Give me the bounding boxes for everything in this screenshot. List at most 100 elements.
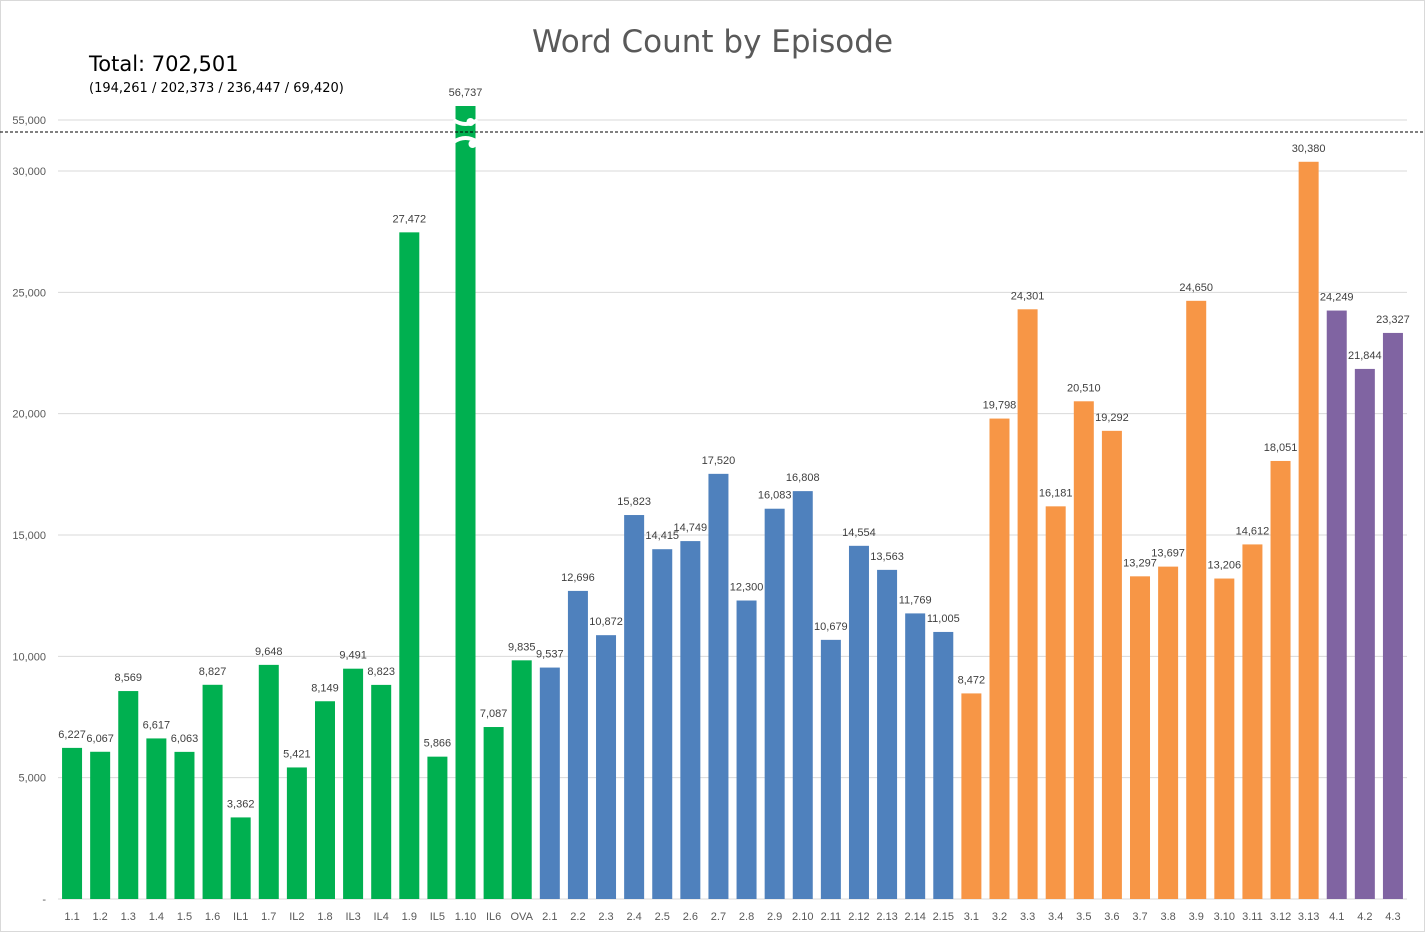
bar-1.7 [258,664,279,899]
axis-break-mark [452,118,479,126]
y-tick-label: 15,000 [12,530,46,542]
bar-1.6 [202,684,223,899]
bar-2.6 [680,541,701,899]
x-tick-label: 1.10 [455,911,476,923]
axis-break-dot [468,140,477,148]
data-label: 13,206 [1207,560,1241,572]
data-label: 11,005 [927,613,960,625]
x-tick-label: 2.3 [598,911,613,923]
axis-break-dot [466,118,475,126]
data-label: 18,051 [1264,442,1298,454]
x-tick-label: 2.7 [711,911,726,923]
x-tick-label: 1.6 [205,911,220,923]
chart-title: Word Count by Episode [531,24,894,60]
x-tick-label: IL2 [289,911,304,923]
bar-IL2 [286,767,307,899]
data-label: 24,650 [1179,282,1213,294]
x-tick-label: 3.5 [1076,911,1091,923]
data-label: 19,292 [1095,412,1129,424]
x-tick-label: IL6 [486,911,501,923]
data-label: 14,749 [674,522,708,534]
data-label: 17,520 [702,455,736,467]
bar-2.13 [877,569,898,899]
data-label: 15,823 [617,496,651,508]
bar-1.8 [314,701,335,899]
bar-3.9 [1186,300,1207,899]
x-tick-label: 1.8 [317,911,332,923]
y-tick-label: 55,000 [12,115,46,127]
x-tick-label: OVA [511,911,534,923]
bar-2.9 [764,508,785,899]
x-tick-label: 2.9 [767,911,782,923]
bar-3.11 [1242,544,1263,899]
bar-2.14 [905,613,926,899]
bar-2.5 [652,549,673,899]
bar-1.10 [455,106,476,899]
x-tick-label: 3.1 [964,911,979,923]
x-tick-label: 3.12 [1270,911,1291,923]
x-tick-label: 1.7 [261,911,276,923]
data-label: 8,823 [367,666,395,678]
data-label: 8,149 [311,682,339,694]
x-tick-label: 1.5 [177,911,192,923]
bar-3.7 [1130,576,1151,899]
data-label: 6,063 [171,733,199,745]
data-label: 6,227 [58,729,86,741]
data-label: 8,569 [114,672,142,684]
bar-1.5 [174,751,195,899]
bar-2.2 [567,590,588,899]
data-label: 13,563 [870,551,904,563]
bar-2.1 [539,667,560,899]
y-tick-label: - [42,894,46,906]
bar-3.6 [1101,430,1122,899]
data-label: 7,087 [480,708,508,720]
data-label: 8,827 [199,666,227,678]
data-label: 21,844 [1348,350,1382,362]
bar-1.9 [399,232,420,899]
x-tick-label: 2.15 [933,911,954,923]
bar-IL4 [371,684,392,899]
data-label: 24,249 [1320,292,1354,304]
data-label: 5,421 [283,748,311,760]
bar-IL1 [230,817,251,899]
y-tick-label: 5,000 [18,773,46,785]
x-tick-label: 2.5 [655,911,670,923]
bar-2.4 [624,515,645,899]
bar-1.3 [118,691,139,899]
y-tick-label: 10,000 [12,651,46,663]
bar-3.12 [1270,460,1291,899]
x-tick-label: IL3 [345,911,360,923]
bar-2.10 [792,491,813,899]
bar-IL3 [343,668,364,899]
x-tick-label: 3.2 [992,911,1007,923]
bar-IL6 [483,727,504,899]
bar-2.15 [933,631,954,899]
data-label: 11,769 [899,594,932,606]
x-tick-label: 1.1 [64,911,79,923]
y-tick-label: 30,000 [12,166,46,178]
x-tick-label: 2.8 [739,911,754,923]
y-tick-label: 25,000 [12,287,46,299]
data-label: 12,696 [561,572,595,584]
bar-IL5 [427,756,448,899]
bar-3.10 [1214,578,1235,899]
data-label: 9,537 [536,649,564,661]
data-label: 14,415 [645,530,679,542]
data-label: 16,083 [758,490,792,502]
bar-2.12 [848,545,869,899]
bar-1.2 [90,751,111,899]
axis-break-mark [452,136,479,144]
data-label: 9,648 [255,646,283,658]
bar-1.4 [146,738,167,899]
x-tick-label: 2.2 [570,911,585,923]
x-tick-label: 3.4 [1048,911,1063,923]
x-tick-label: 1.4 [149,911,164,923]
data-label: 5,866 [424,738,452,750]
x-tick-label: 3.9 [1189,911,1204,923]
data-label: 20,510 [1067,382,1101,394]
x-tick-label: 2.10 [792,911,813,923]
x-tick-label: 1.3 [121,911,136,923]
x-tick-label: 2.11 [821,911,842,923]
x-tick-label: 3.6 [1104,911,1119,923]
total-annotation: Total: 702,501 [89,52,239,76]
